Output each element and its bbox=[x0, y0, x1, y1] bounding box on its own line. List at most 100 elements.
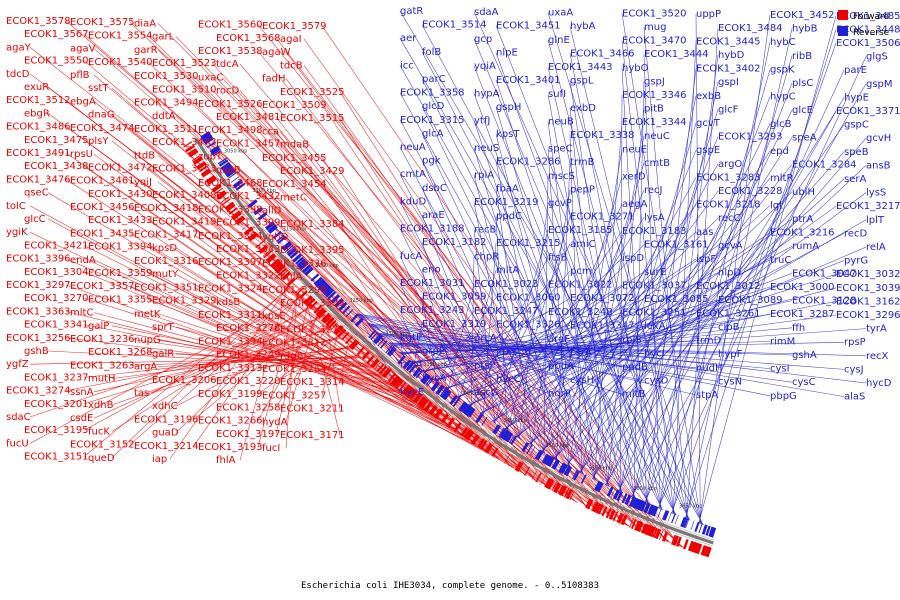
reverse-gene bbox=[385, 344, 393, 354]
gene-label: ECOK1_3201 bbox=[24, 399, 89, 410]
gene-label: plsC bbox=[792, 78, 813, 89]
gene-label: gspE bbox=[696, 145, 720, 156]
reverse-gene bbox=[633, 498, 641, 510]
connector-line bbox=[468, 258, 697, 407]
gene-label: gcvT bbox=[696, 118, 721, 129]
connector-line bbox=[275, 304, 309, 434]
reverse-gene bbox=[560, 463, 567, 474]
forward-gene bbox=[325, 317, 335, 327]
gene-label: ECOK1_3059 bbox=[422, 292, 487, 303]
forward-gene bbox=[205, 175, 216, 184]
gene-label: tdcD bbox=[6, 69, 30, 80]
reverse-gene bbox=[529, 446, 536, 456]
reverse-gene bbox=[310, 273, 320, 282]
gene-label: fadH bbox=[262, 74, 286, 85]
reverse-gene bbox=[683, 518, 689, 528]
reverse-gene bbox=[420, 373, 429, 383]
forward-gene bbox=[349, 339, 357, 348]
connector-line bbox=[569, 134, 583, 474]
forward-gene bbox=[231, 210, 240, 218]
connector-line bbox=[480, 245, 719, 415]
connector-line bbox=[547, 39, 675, 515]
forward-gene bbox=[647, 525, 654, 536]
gene-label: norR bbox=[548, 388, 572, 399]
gene-label: epd bbox=[770, 146, 789, 157]
connector-line bbox=[399, 65, 650, 505]
reverse-gene bbox=[379, 340, 388, 349]
gene-label: ebgA bbox=[70, 96, 96, 107]
reverse-gene bbox=[313, 276, 323, 286]
gene-label: ECOK1_3401 bbox=[496, 75, 561, 86]
forward-gene bbox=[612, 511, 618, 521]
gene-label: ECOK1_3261 bbox=[696, 308, 761, 319]
reverse-gene bbox=[698, 523, 703, 534]
forward-gene bbox=[376, 363, 385, 373]
gene-label: rpsU bbox=[70, 149, 93, 160]
reverse-gene bbox=[318, 282, 328, 291]
forward-gene bbox=[299, 290, 308, 299]
forward-gene bbox=[404, 386, 414, 397]
gene-label: ECOK1_3215 bbox=[496, 238, 561, 249]
gene-label: agaW bbox=[262, 47, 291, 58]
forward-gene bbox=[663, 531, 669, 542]
forward-gene bbox=[417, 396, 425, 406]
gene-label: glgS bbox=[866, 52, 888, 63]
gene-label: ECOK1_3476 bbox=[6, 174, 71, 185]
forward-gene bbox=[636, 521, 642, 532]
connector-line bbox=[619, 95, 697, 492]
forward-gene bbox=[616, 512, 622, 523]
reverse-gene bbox=[247, 199, 258, 208]
reverse-gene bbox=[436, 385, 444, 395]
connector-line bbox=[643, 26, 688, 520]
forward-gene bbox=[641, 523, 648, 534]
connector-line bbox=[605, 110, 793, 486]
reverse-gene bbox=[521, 442, 530, 453]
connector-line bbox=[129, 127, 577, 503]
forward-gene bbox=[356, 346, 365, 356]
connector-line bbox=[421, 78, 637, 500]
reverse-gene bbox=[537, 451, 544, 461]
forward-gene bbox=[629, 518, 634, 528]
gene-label: ECOK1_3228 bbox=[718, 186, 783, 197]
reverse-gene bbox=[631, 497, 637, 508]
gene-label: cysH bbox=[570, 375, 594, 386]
forward-gene bbox=[390, 375, 400, 386]
gene-label: recB bbox=[474, 224, 497, 235]
forward-gene bbox=[695, 543, 702, 554]
connector-line bbox=[65, 20, 685, 549]
connector-line bbox=[399, 310, 426, 374]
gene-label: pflB bbox=[70, 70, 90, 81]
gene-label: ECOK1_3560 bbox=[198, 20, 263, 31]
gene-label: ECOK1_3161 bbox=[644, 240, 709, 251]
gene-label: ECOK1_3468 bbox=[198, 178, 263, 189]
forward-gene bbox=[551, 481, 558, 491]
forward-gene bbox=[609, 509, 616, 520]
connector-line bbox=[257, 294, 299, 448]
gene-label: ECOK1_3196 bbox=[134, 414, 199, 425]
connector-line bbox=[621, 40, 675, 515]
connector-line bbox=[377, 333, 771, 369]
connector-line bbox=[389, 343, 719, 355]
connector-line bbox=[147, 61, 643, 533]
connector-line bbox=[257, 314, 405, 393]
reverse-gene bbox=[430, 381, 439, 391]
reverse-gene bbox=[641, 501, 647, 512]
connector-line bbox=[65, 284, 431, 413]
gene-label: ECOK1_3429 bbox=[280, 166, 345, 177]
connector-line bbox=[339, 118, 587, 508]
reverse-gene bbox=[222, 165, 233, 174]
connector-line bbox=[469, 258, 623, 407]
connector-line bbox=[147, 35, 670, 543]
reverse-gene bbox=[458, 401, 467, 412]
connector-line bbox=[495, 106, 610, 487]
gene-label: sdaA bbox=[474, 7, 499, 18]
forward-gene bbox=[350, 340, 360, 350]
reverse-gene bbox=[501, 429, 510, 440]
gene-label: rpsP bbox=[844, 337, 866, 348]
reverse-gene bbox=[387, 346, 396, 356]
gene-label: ECOK1_3271 bbox=[570, 212, 635, 223]
forward-gene bbox=[228, 207, 238, 215]
connector-line bbox=[83, 245, 466, 438]
gene-label: ECOK1_3568 bbox=[216, 33, 281, 44]
reverse-gene bbox=[594, 480, 601, 491]
